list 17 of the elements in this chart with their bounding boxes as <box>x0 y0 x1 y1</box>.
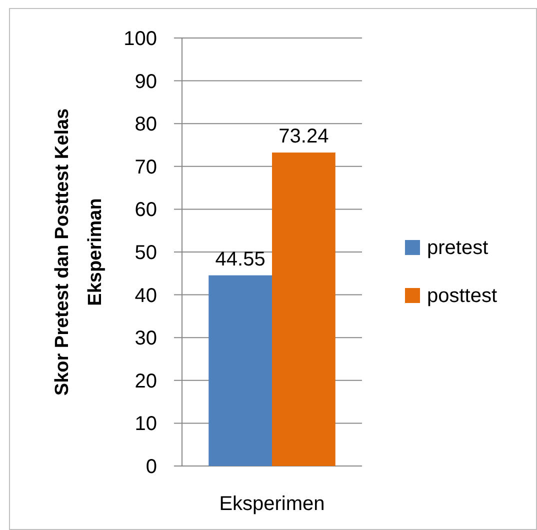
y-tick-label: 80 <box>134 114 157 136</box>
y-tick-label: 60 <box>134 199 157 222</box>
y-axis-title: Skor Pretest dan Posttest Kelas Eksperiman <box>52 108 106 396</box>
legend-label: posttest <box>427 285 498 307</box>
y-tick-label: 70 <box>134 156 157 178</box>
y-tick-label: 20 <box>134 370 157 392</box>
data-label: 44.55 <box>215 248 266 270</box>
y-tick-label: 90 <box>134 70 157 93</box>
legend-label: pretest <box>427 237 489 259</box>
y-tick-label: 10 <box>134 413 157 436</box>
y-tick-label: 40 <box>134 284 157 307</box>
data-label: 73.24 <box>278 126 329 148</box>
y-tick-label: 100 <box>124 28 157 50</box>
y-tick-label: 30 <box>134 328 157 350</box>
x-tick-label: Eksperimen <box>219 493 325 515</box>
y-tick-label: 50 <box>134 242 157 264</box>
y-tick-label: 0 <box>146 456 157 478</box>
